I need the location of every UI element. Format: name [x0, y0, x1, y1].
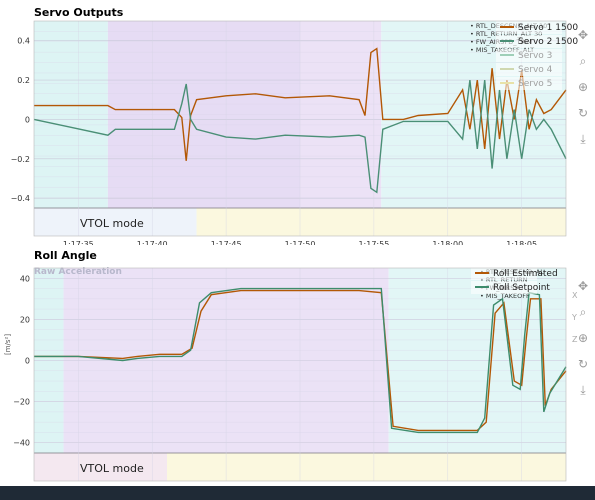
mode-label: VTOL mode [80, 462, 144, 475]
x-tick-label: 1:17:50 [285, 240, 316, 245]
x-tick-label: 1:17:40 [137, 240, 168, 245]
x-tick-label: 1:17:35 [63, 485, 94, 486]
save-icon[interactable]: ⤓ [580, 383, 586, 397]
chart-toolbar: ✥ ⌕ ⊕ ↻ ⤓ [571, 22, 595, 152]
x-tick-label: 1:17:55 [358, 485, 389, 486]
save-icon[interactable]: ⤓ [580, 132, 586, 146]
mode-bar-segment [34, 453, 167, 481]
legend-item: Servo 1 1500 [518, 23, 578, 33]
series-line-1 [34, 47, 567, 161]
x-tick-label: 1:18:00 [432, 240, 463, 245]
servo-outputs-chart[interactable]: VTOL mode 0.4 0.2 0 −0.2 −0.4 1:17:35 1:17:40 1:… [0, 0, 595, 245]
pan-tool-icon[interactable]: ✥ [577, 279, 589, 293]
series-line-2 [34, 287, 567, 434]
y-axis-label: [m/s²] [4, 334, 12, 355]
mode-bar-segment [167, 453, 566, 481]
x-tick-label: 1:17:45 [211, 485, 242, 486]
parameter-annotation: • MIS_TAKEOFF [480, 292, 530, 300]
y-tick-label: −0.4 [11, 194, 30, 203]
zoom-tool-icon[interactable]: ⌕ [579, 305, 587, 319]
ghost-legend-letter: Z [572, 335, 578, 344]
x-tick-label: 1:17:55 [358, 240, 389, 245]
reset-icon[interactable]: ↻ [577, 106, 589, 120]
x-tick-label: 1:18:05 [506, 485, 537, 486]
x-tick-label: 1:18:05 [506, 240, 537, 245]
legend-item: Servo 5 [518, 79, 552, 89]
x-tick-label: 1:17:50 [285, 485, 316, 486]
y-tick-label: −0.2 [11, 155, 30, 164]
servo-outputs-panel: Servo Outputs VTOL mode 0.4 0.2 0 −0.2 −0.4 1:… [0, 0, 595, 245]
mode-bar-segment [34, 208, 197, 236]
legend-bg [496, 35, 562, 48]
x-tick-label: 1:17:40 [137, 485, 168, 486]
legend-bg [496, 63, 562, 76]
legend-item: Servo 3 [518, 51, 552, 61]
series-line-2 [33, 80, 567, 194]
legend-bg [496, 77, 562, 90]
legend-bg [471, 267, 537, 280]
zoom-tool-icon[interactable]: ⌕ [579, 54, 587, 68]
legend-bg [471, 281, 537, 294]
y-tick-label: 40 [20, 274, 30, 283]
legend-item: Roll Setpoint [493, 283, 550, 293]
x-tick-label: 1:17:45 [211, 240, 242, 245]
plot-border [33, 20, 567, 237]
wheel-zoom-icon[interactable]: ⊕ [577, 80, 589, 94]
legend-bg [496, 49, 562, 62]
mode-label: VTOL mode [80, 217, 144, 230]
ghost-legend-letter: X [572, 291, 578, 300]
mode-bar-segment [196, 208, 567, 236]
ghost-legend-letter: Y [571, 313, 577, 322]
chart-toolbar: ✥ ⌕ ⊕ ↻ ⤓ [571, 273, 595, 403]
legend-bg [496, 21, 562, 34]
pan-tool-icon[interactable]: ✥ [577, 28, 589, 42]
chart-title: Servo Outputs [34, 6, 124, 19]
y-tick-label: 0 [25, 357, 30, 366]
x-tick-label: 1:18:00 [432, 485, 463, 486]
legend-item: Servo 4 [518, 65, 553, 75]
y-tick-label: −20 [13, 398, 30, 407]
y-tick-label: 0.2 [17, 76, 30, 85]
y-tick-label: 0 [25, 115, 30, 124]
y-tick-label: 20 [20, 315, 30, 324]
chart-title: Roll Angle [34, 249, 97, 262]
roll-angle-chart[interactable]: VTOL mode 40 20 0 −20 −40 1:17:35 1:17:40 1:17:4… [0, 245, 595, 486]
legend-item: Servo 2 1500 [518, 37, 578, 47]
y-tick-label: −40 [13, 439, 30, 448]
plot-border [33, 267, 567, 482]
reset-icon[interactable]: ↻ [577, 357, 589, 371]
roll-angle-panel: Roll Angle VTOL mode 40 20 0 −20 −40 1:17:35 1:… [0, 245, 595, 486]
os-taskbar [0, 486, 595, 500]
x-tick-label: 1:17:35 [63, 240, 94, 245]
ghost-title: Raw Acceleration [34, 267, 122, 277]
wheel-zoom-icon[interactable]: ⊕ [577, 331, 589, 345]
legend-item: Roll Estimated [493, 269, 558, 279]
y-tick-label: 0.4 [17, 37, 30, 46]
